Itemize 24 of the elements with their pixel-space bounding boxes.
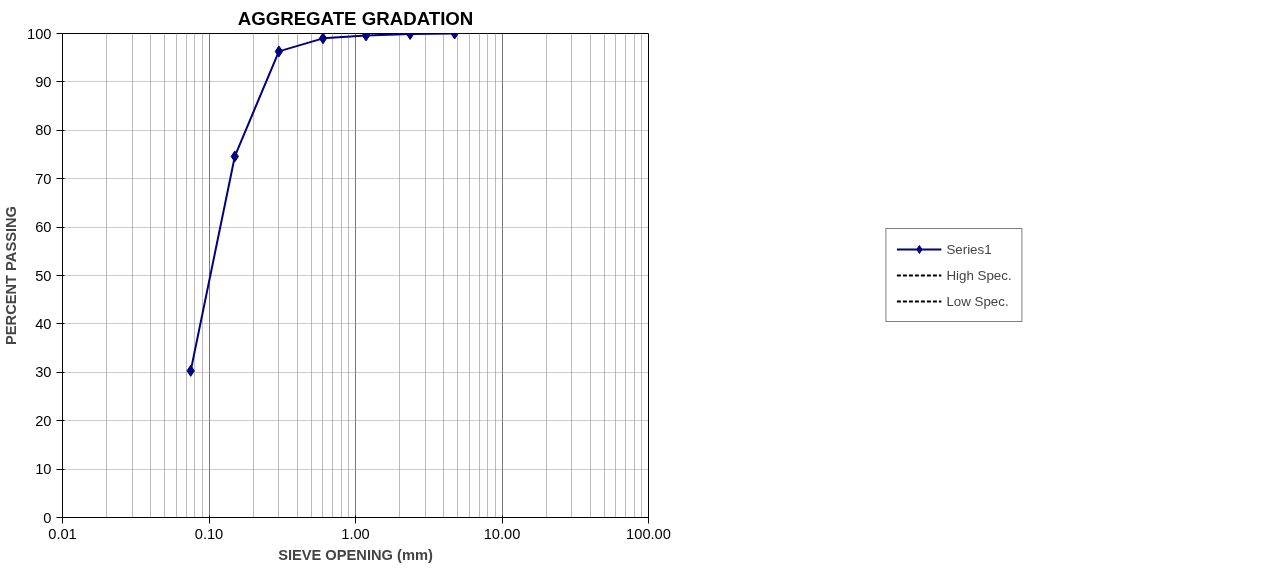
chart-title: AGGREGATE GRADATION [237,7,474,29]
y-tick-label: 50 [35,267,52,284]
y-tick-label: 0 [43,509,52,526]
y-tick-label: 80 [35,122,52,139]
point [274,45,284,58]
x-tick-label: 0.01 [48,525,77,542]
y-tick-label: 20 [35,412,52,429]
legend-label: Series1 [946,241,992,257]
legend-label: High Spec. [946,267,1012,283]
legend-label: Low Spec. [946,293,1009,309]
x-tick-label: 1.00 [341,525,370,542]
y-tick-label: 70 [35,170,52,187]
y-tick-label: 10 [35,461,52,478]
y-tick-label: 60 [35,219,52,236]
x-tick-label: 10.00 [483,525,521,542]
y-axis-title: PERCENT PASSING [3,206,20,345]
x-tick-label: 100.00 [626,525,671,542]
point [318,33,328,45]
y-tick-label: 30 [35,364,52,381]
y-tick-label: 100 [27,25,52,42]
y-tick-label: 40 [35,315,52,332]
x-axis-title: SIEVE OPENING (mm) [278,546,433,563]
x-tick-label: 0.10 [194,525,224,542]
y-tick-label: 90 [35,73,52,90]
